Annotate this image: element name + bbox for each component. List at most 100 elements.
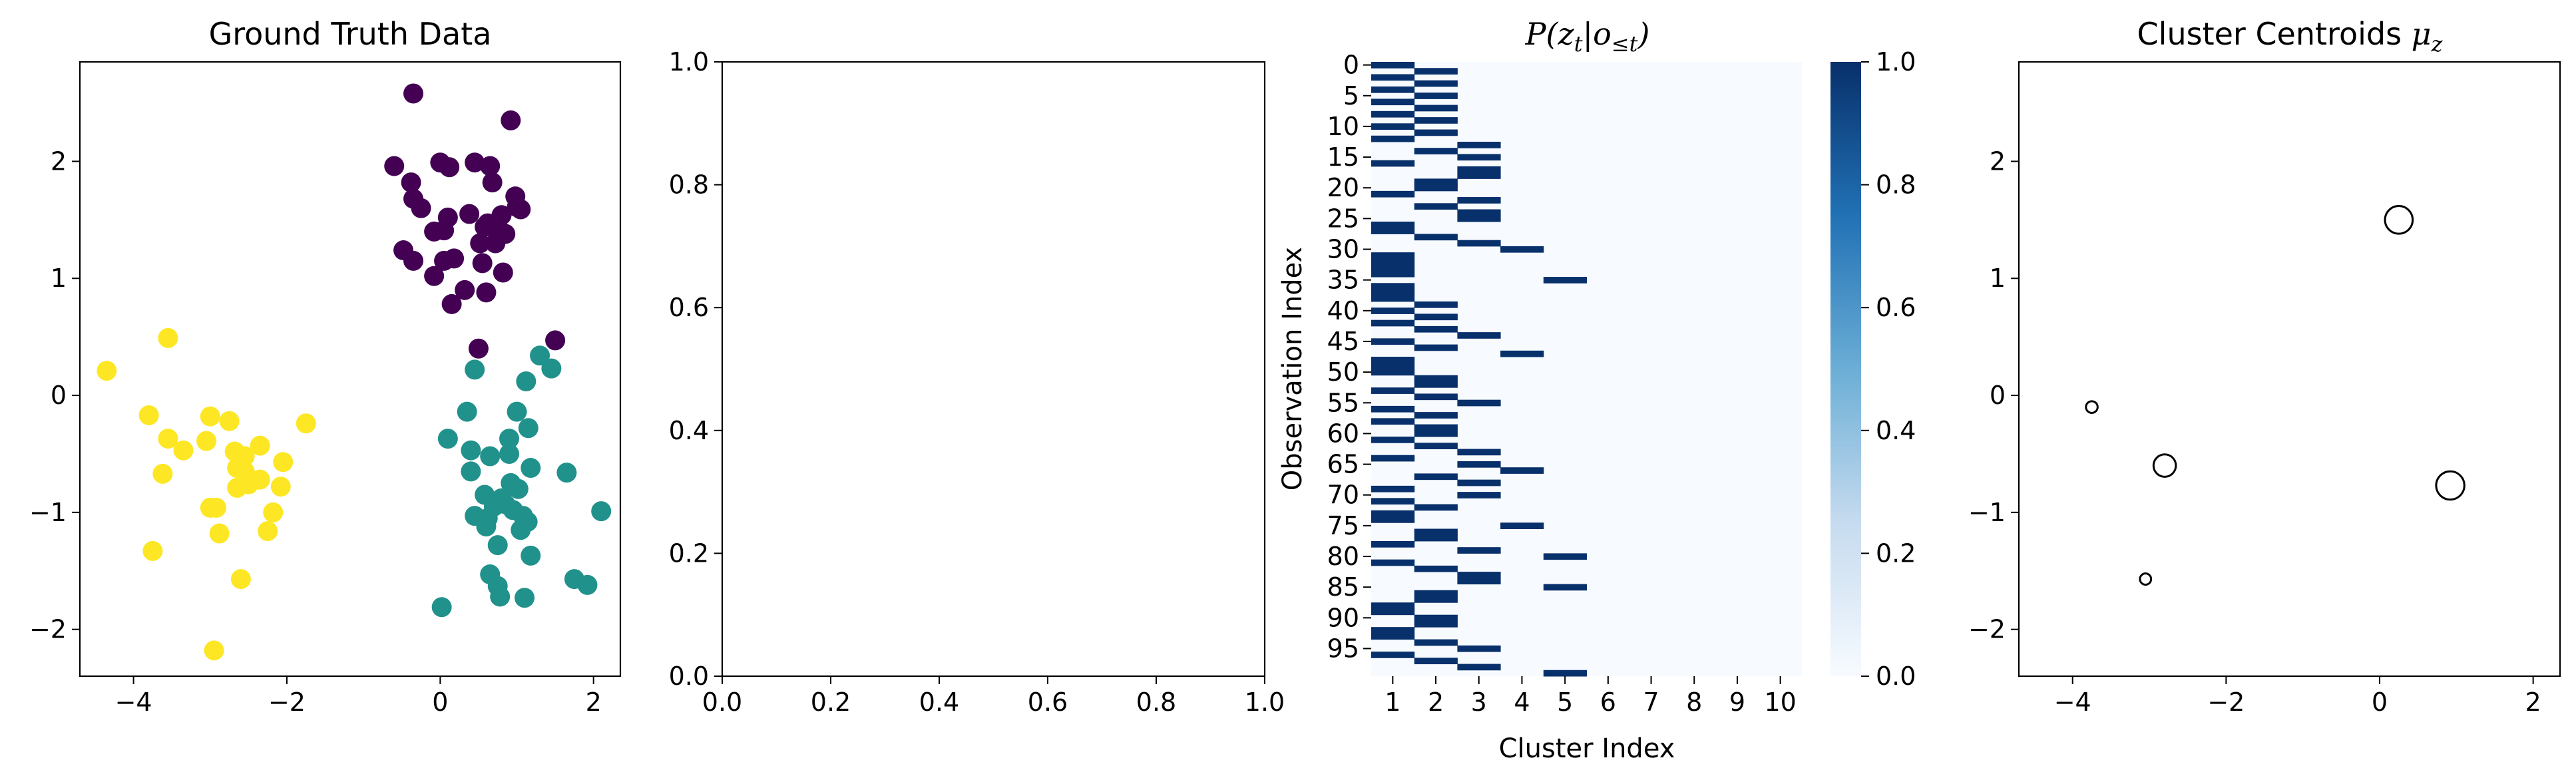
- ground-truth-ytick-label: 1: [51, 264, 67, 293]
- heatmap-cell: [1414, 313, 1458, 321]
- heatmap-cell: [1414, 443, 1458, 449]
- posterior-heatmap-title: P(zt|o≤t): [1525, 16, 1650, 57]
- heatmap-cell: [1414, 117, 1458, 124]
- heatmap-cell: [1414, 184, 1458, 192]
- heatmap-cell: [1414, 473, 1458, 481]
- heatmap-cell: [1457, 547, 1501, 554]
- data-point: [516, 371, 537, 391]
- heatmap-cell: [1371, 62, 1415, 69]
- heatmap-cell: [1371, 190, 1415, 198]
- heatmap-cell: [1414, 412, 1458, 419]
- empty-panel-xtick-label: 0.6: [1028, 687, 1068, 717]
- data-point: [459, 204, 480, 224]
- posterior-heatmap-panel: P(zt|o≤t) 1 2 3 4 5 6 7 8 9 100510152025303540455…: [1277, 16, 1916, 764]
- heatmap-cell: [1371, 627, 1415, 634]
- data-point: [258, 520, 278, 541]
- ground-truth-ytick-label: 2: [51, 146, 67, 176]
- empty-panel-ytick-label: 0.8: [669, 170, 709, 200]
- heatmap-cell: [1414, 381, 1458, 388]
- heatmap-cell: [1414, 129, 1458, 136]
- heatmap-cell: [1457, 664, 1501, 671]
- heatmap-cell: [1371, 540, 1415, 548]
- colorbar-tick-label: 0.8: [1876, 170, 1916, 200]
- data-point: [490, 586, 511, 607]
- data-point: [138, 405, 159, 425]
- heatmap-cell: [1500, 350, 1544, 357]
- data-point: [591, 501, 612, 522]
- heatmap-cell: [1414, 565, 1458, 572]
- heatmap-cell: [1457, 492, 1501, 498]
- data-point: [200, 406, 220, 427]
- colorbar-tick-label: 0.2: [1876, 538, 1916, 568]
- data-point: [403, 250, 424, 271]
- heatmap-cell: [1457, 141, 1501, 148]
- data-point: [296, 413, 316, 434]
- data-point: [521, 458, 541, 479]
- data-point: [403, 83, 424, 104]
- heatmap-xtick-label: 5: [1557, 687, 1573, 717]
- heatmap-cell: [1457, 479, 1501, 487]
- heatmap-cell: [1371, 252, 1415, 259]
- empty-panel-ytick-label: 0.0: [669, 662, 709, 691]
- heatmap-cell: [1457, 197, 1501, 204]
- heatmap-cell: [1371, 264, 1415, 272]
- data-point: [441, 294, 462, 314]
- data-point: [511, 520, 531, 540]
- empty-panel-xtick-label: 0.4: [919, 687, 959, 717]
- heatmap-cell: [1457, 399, 1501, 407]
- heatmap-cell: [1414, 528, 1458, 536]
- data-point: [487, 535, 508, 556]
- heatmap-cell: [1414, 80, 1458, 87]
- data-point: [431, 597, 452, 618]
- empty-panel: 0.0 0.2 0.4 0.6 0.8 1.0 0.0 0.2 0.4 0.6 0.8 1.0: [669, 47, 1285, 717]
- heatmap-xtick-label: 9: [1729, 687, 1745, 717]
- data-point: [455, 280, 475, 300]
- heatmap-cell: [1414, 148, 1458, 154]
- ground-truth-xtick-label: −2: [268, 687, 306, 717]
- heatmap-xtick-label: 8: [1686, 687, 1702, 717]
- heatmap-cell: [1371, 319, 1415, 327]
- centroids-title: Cluster Centroids μz: [2137, 16, 2444, 57]
- data-point: [493, 262, 513, 283]
- data-point: [507, 401, 527, 422]
- data-point: [461, 461, 481, 482]
- data-point: [482, 172, 503, 193]
- centroids-panel: Cluster Centroids μz −4 −2 0 2 −2 −1 0 1 2: [1968, 16, 2561, 717]
- heatmap-ytick-label: 95: [1327, 634, 1359, 663]
- centroids-ytick-label: −1: [1968, 498, 2006, 527]
- ground-truth-frame: [79, 61, 622, 678]
- data-point: [480, 446, 501, 467]
- centroids-ytick-label: 1: [1990, 264, 2006, 293]
- data-point: [263, 502, 284, 522]
- data-point: [437, 429, 458, 449]
- heatmap-cell: [1414, 620, 1458, 628]
- data-point: [545, 330, 566, 351]
- data-point: [209, 523, 230, 544]
- heatmap-cell: [1414, 393, 1458, 401]
- data-point: [476, 516, 497, 536]
- empty-panel-ytick-label: 0.4: [669, 416, 709, 445]
- empty-panel-xtick-label: 0.2: [811, 687, 851, 717]
- heatmap-cell: [1371, 369, 1415, 376]
- data-point: [515, 588, 535, 608]
- colorbar: [1830, 62, 1861, 676]
- heatmap-cell: [1414, 504, 1458, 511]
- heatmap-cell: [1371, 228, 1415, 234]
- heatmap-cell: [1543, 553, 1587, 560]
- data-point: [461, 440, 481, 461]
- heatmap-cell: [1457, 645, 1501, 652]
- empty-panel-xtick-label: 0.0: [702, 687, 742, 717]
- heatmap-cell: [1457, 209, 1501, 216]
- data-point: [401, 172, 421, 193]
- data-point: [541, 358, 562, 379]
- heatmap-cell: [1371, 270, 1415, 278]
- data-point: [465, 359, 485, 380]
- data-point: [142, 540, 163, 561]
- heatmap-cell: [1371, 498, 1415, 505]
- data-point: [273, 452, 294, 473]
- heatmap-xtick-label: 1: [1385, 687, 1400, 717]
- heatmap-xtick-label: 7: [1643, 687, 1659, 717]
- heatmap-cell: [1414, 590, 1458, 597]
- heatmap-cell: [1543, 277, 1587, 284]
- data-point: [270, 477, 291, 497]
